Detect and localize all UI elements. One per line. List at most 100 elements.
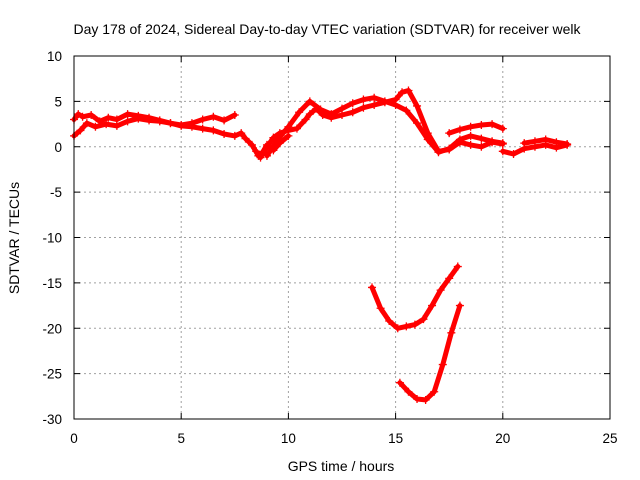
- x-axis-label: GPS time / hours: [288, 458, 395, 474]
- y-tick-label: 5: [54, 94, 62, 109]
- y-tick-label: 10: [47, 49, 62, 64]
- data-point: [393, 324, 402, 333]
- data-point: [404, 86, 413, 95]
- data-point: [530, 137, 539, 146]
- data-point: [563, 140, 572, 149]
- data-point: [262, 151, 271, 160]
- data-point: [230, 110, 239, 119]
- data-point: [398, 88, 407, 97]
- series-4: [445, 120, 507, 138]
- data-point: [198, 115, 207, 124]
- data-point: [376, 304, 385, 313]
- series-5: [498, 140, 572, 159]
- data-point: [74, 110, 83, 119]
- data-point: [292, 124, 301, 133]
- data-point: [301, 115, 310, 124]
- data-point: [237, 129, 246, 138]
- data-point: [284, 122, 293, 131]
- data-point: [402, 322, 411, 331]
- data-point: [316, 105, 325, 114]
- data-point: [295, 108, 304, 117]
- data-point: [338, 104, 346, 113]
- data-point: [104, 113, 113, 122]
- data-point: [413, 101, 422, 110]
- data-point: [78, 112, 87, 121]
- data-point: [359, 95, 368, 104]
- data-point: [498, 139, 507, 148]
- data-point: [488, 137, 497, 146]
- data-point: [428, 301, 437, 310]
- data-point: [552, 138, 561, 147]
- data-point: [438, 360, 447, 369]
- data-point: [82, 119, 91, 128]
- x-tick-label: 15: [388, 431, 403, 446]
- y-tick-label: -25: [42, 367, 62, 382]
- data-point: [209, 126, 218, 135]
- data-point: [380, 97, 389, 106]
- data-point: [230, 131, 239, 140]
- series-trace: [369, 264, 461, 331]
- x-axis-ticks: 0 5 10 15 20 25: [70, 56, 618, 446]
- data-point: [327, 110, 336, 119]
- data-point: [166, 119, 175, 128]
- data-point: [177, 121, 186, 130]
- data-point: [413, 395, 422, 404]
- data-point: [370, 93, 379, 102]
- series-trace: [446, 121, 506, 136]
- data-point: [477, 142, 486, 151]
- series-7: [368, 262, 462, 333]
- data-point: [273, 135, 282, 144]
- data-point: [252, 147, 261, 156]
- data-point: [466, 131, 475, 140]
- data-point: [404, 387, 413, 396]
- data-point: [541, 135, 550, 144]
- data-point: [368, 283, 377, 292]
- x-tick-label: 0: [70, 431, 78, 446]
- data-point: [498, 147, 507, 156]
- x-tick-label: 10: [281, 431, 296, 446]
- y-axis-label: SDTVAR / TECUs: [6, 182, 22, 294]
- data-point: [419, 315, 428, 324]
- data-point: [466, 122, 475, 131]
- data-point: [385, 316, 394, 325]
- y-axis-ticks: 10 5 0 -5 -10 -15 -20 -25 -30: [42, 49, 610, 427]
- data-point: [91, 122, 100, 131]
- data-point: [134, 114, 143, 123]
- data-point: [155, 117, 164, 126]
- data-point: [76, 126, 85, 135]
- data-point: [477, 120, 486, 129]
- series-6: [520, 135, 572, 149]
- series-8: [395, 301, 464, 404]
- data-point: [241, 134, 250, 143]
- data-points: [70, 86, 572, 404]
- data-point: [445, 144, 454, 153]
- x-tick-label: 5: [177, 431, 185, 446]
- data-point: [455, 301, 464, 310]
- data-point: [112, 121, 121, 130]
- data-point: [395, 378, 404, 387]
- series-0: [70, 110, 239, 129]
- data-point: [434, 148, 443, 157]
- y-tick-label: 0: [54, 140, 62, 155]
- data-point: [87, 110, 96, 119]
- y-tick-label: -20: [42, 321, 62, 336]
- data-point: [247, 140, 256, 149]
- data-point: [391, 101, 400, 110]
- data-point: [488, 120, 497, 129]
- data-point: [123, 117, 132, 126]
- data-point: [402, 106, 411, 115]
- data-point: [453, 262, 462, 271]
- data-point: [256, 153, 265, 162]
- data-point: [123, 110, 132, 119]
- data-point: [187, 122, 196, 131]
- data-point: [430, 387, 439, 396]
- x-tick-label: 20: [495, 431, 510, 446]
- y-tick-label: -15: [42, 276, 62, 291]
- data-point: [509, 150, 518, 159]
- data-point: [477, 134, 486, 143]
- y-tick-label: -5: [50, 185, 62, 200]
- data-point: [436, 286, 445, 295]
- data-point: [145, 116, 154, 125]
- data-point: [445, 274, 454, 283]
